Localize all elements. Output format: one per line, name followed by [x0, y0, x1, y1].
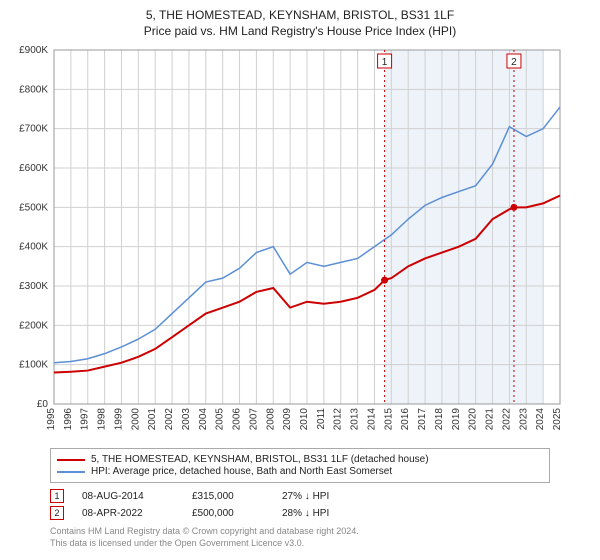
- svg-text:2025: 2025: [552, 408, 563, 431]
- svg-text:2009: 2009: [282, 408, 293, 431]
- chart-container: 5, THE HOMESTEAD, KEYNSHAM, BRISTOL, BS3…: [0, 0, 600, 560]
- svg-text:2007: 2007: [248, 408, 259, 431]
- legend: 5, THE HOMESTEAD, KEYNSHAM, BRISTOL, BS3…: [50, 448, 550, 483]
- svg-text:2011: 2011: [316, 408, 327, 430]
- transaction-pct: 27% ↓ HPI: [282, 491, 392, 502]
- legend-item: HPI: Average price, detached house, Bath…: [57, 466, 543, 477]
- svg-text:£400K: £400K: [19, 242, 48, 253]
- svg-text:2: 2: [511, 57, 517, 68]
- svg-text:£300K: £300K: [19, 281, 48, 292]
- svg-text:2017: 2017: [417, 408, 428, 431]
- legend-swatch: [57, 459, 85, 461]
- transaction-date: 08-AUG-2014: [82, 491, 192, 502]
- table-row: 1 08-AUG-2014 £315,000 27% ↓ HPI: [50, 489, 550, 503]
- svg-text:£500K: £500K: [19, 202, 48, 213]
- svg-text:2003: 2003: [181, 408, 192, 431]
- svg-text:£600K: £600K: [19, 163, 48, 174]
- svg-text:1998: 1998: [97, 408, 108, 431]
- legend-label: 5, THE HOMESTEAD, KEYNSHAM, BRISTOL, BS3…: [91, 454, 429, 465]
- svg-text:2022: 2022: [501, 408, 512, 431]
- svg-text:1: 1: [382, 57, 388, 68]
- footer: Contains HM Land Registry data © Crown c…: [50, 526, 550, 549]
- svg-text:2021: 2021: [485, 408, 496, 431]
- transaction-pct: 28% ↓ HPI: [282, 508, 392, 519]
- svg-text:2008: 2008: [265, 408, 276, 431]
- transaction-marker-icon: 1: [50, 489, 64, 503]
- svg-text:1996: 1996: [63, 408, 74, 431]
- svg-text:2023: 2023: [518, 408, 529, 431]
- footer-line: Contains HM Land Registry data © Crown c…: [50, 526, 550, 538]
- svg-text:2002: 2002: [164, 408, 175, 431]
- transaction-price: £315,000: [192, 491, 282, 502]
- svg-text:2016: 2016: [400, 408, 411, 431]
- table-row: 2 08-APR-2022 £500,000 28% ↓ HPI: [50, 506, 550, 520]
- transaction-price: £500,000: [192, 508, 282, 519]
- svg-text:2004: 2004: [198, 408, 209, 431]
- svg-text:1997: 1997: [80, 408, 91, 431]
- svg-text:2013: 2013: [350, 408, 361, 431]
- svg-text:£700K: £700K: [19, 124, 48, 135]
- transaction-date: 08-APR-2022: [82, 508, 192, 519]
- chart-subtitle: Price paid vs. HM Land Registry's House …: [10, 24, 590, 38]
- footer-line: This data is licensed under the Open Gov…: [50, 538, 550, 550]
- svg-text:2012: 2012: [333, 408, 344, 431]
- svg-text:1999: 1999: [113, 408, 124, 431]
- svg-text:£800K: £800K: [19, 84, 48, 95]
- svg-text:£200K: £200K: [19, 320, 48, 331]
- transaction-marker-icon: 2: [50, 506, 64, 520]
- svg-text:2019: 2019: [451, 408, 462, 431]
- chart-svg: £0£100K£200K£300K£400K£500K£600K£700K£80…: [10, 44, 570, 444]
- transaction-table: 1 08-AUG-2014 £315,000 27% ↓ HPI 2 08-AP…: [50, 489, 550, 520]
- svg-text:£100K: £100K: [19, 360, 48, 371]
- svg-text:2006: 2006: [232, 408, 243, 431]
- svg-text:2000: 2000: [130, 408, 141, 431]
- legend-swatch: [57, 471, 85, 473]
- legend-label: HPI: Average price, detached house, Bath…: [91, 466, 392, 477]
- legend-item: 5, THE HOMESTEAD, KEYNSHAM, BRISTOL, BS3…: [57, 454, 543, 465]
- svg-text:2015: 2015: [383, 408, 394, 431]
- chart-area: £0£100K£200K£300K£400K£500K£600K£700K£80…: [10, 44, 590, 444]
- svg-text:2020: 2020: [468, 408, 479, 431]
- svg-text:£900K: £900K: [19, 45, 48, 56]
- svg-text:2001: 2001: [147, 408, 158, 431]
- svg-text:2014: 2014: [366, 408, 377, 431]
- svg-text:2005: 2005: [215, 408, 226, 431]
- svg-text:2024: 2024: [535, 408, 546, 431]
- svg-text:2010: 2010: [299, 408, 310, 431]
- svg-text:2018: 2018: [434, 408, 445, 431]
- chart-title: 5, THE HOMESTEAD, KEYNSHAM, BRISTOL, BS3…: [10, 8, 590, 22]
- svg-text:1995: 1995: [46, 408, 57, 431]
